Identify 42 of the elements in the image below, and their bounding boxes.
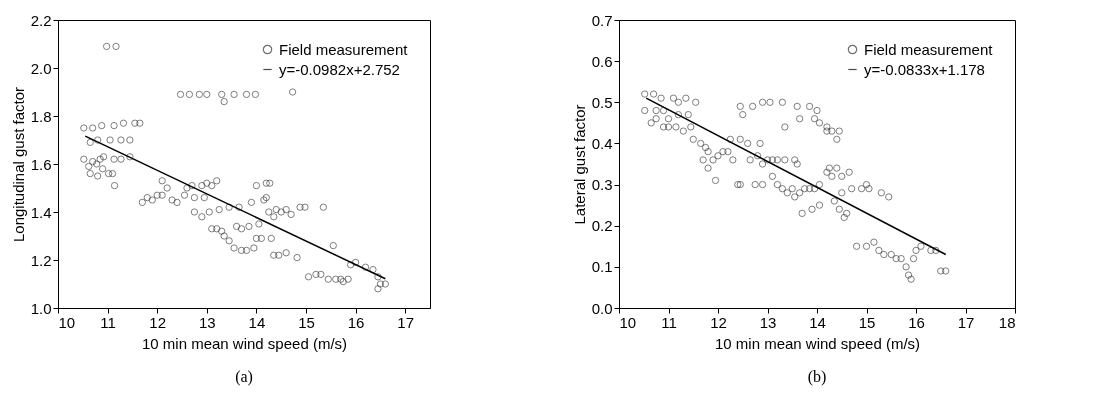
text: (a): [235, 368, 253, 386]
x-tick-label: 18: [998, 313, 1016, 331]
y-tick-label: 0.2: [591, 217, 613, 235]
y-tick-label: 1.0: [30, 299, 52, 317]
legend-label: Field measurement: [864, 40, 994, 58]
y-tick-label: 0.0: [591, 299, 613, 317]
x-tick-label: 15: [298, 313, 315, 331]
y-tick-label: 1.6: [30, 155, 52, 173]
y-tick-label: 0.5: [591, 93, 613, 111]
y-tick-label: 0.1: [591, 258, 613, 276]
y-tick-label: 0.6: [591, 52, 613, 70]
x-tick-label: 14: [248, 313, 266, 331]
x-tick-label: 12: [149, 313, 167, 331]
y-tick-label: 0.7: [591, 11, 613, 29]
x-tick-label: 17: [957, 313, 975, 331]
x-tick-label: 15: [858, 313, 876, 331]
y-tick-label: 1.4: [30, 203, 52, 221]
text: (b): [807, 368, 827, 386]
y-tick-label: 2.0: [30, 59, 52, 77]
x-tick-label: 11: [661, 313, 677, 331]
x-tick-label: 14: [809, 313, 826, 331]
x-tick-label: 17: [397, 313, 415, 331]
x-tick-label: 10: [58, 313, 76, 331]
y-tick-label: 0.3: [591, 176, 613, 194]
x-axis-title: 10 min mean wind speed (m/s): [141, 334, 348, 352]
x-tick-label: 13: [759, 313, 777, 331]
x-tick-label: 13: [198, 313, 216, 331]
y-axis-title: Lateral gust factor: [570, 104, 588, 225]
legend-label: y=-0.0833x+1.178: [864, 60, 985, 78]
x-tick-label: 11: [100, 313, 116, 331]
legend-label: Field measurement: [279, 40, 409, 58]
x-tick-label: 12: [710, 313, 727, 331]
y-axis-title: Longitudinal gust factor: [9, 86, 27, 243]
y-tick-label: 1.2: [30, 251, 52, 269]
x-tick-label: 16: [908, 313, 925, 331]
x-tick-label: 10: [619, 313, 637, 331]
y-tick-label: 0.4: [591, 134, 613, 152]
x-axis-title: 10 min mean wind speed (m/s): [714, 334, 921, 352]
y-tick-label: 2.2: [30, 11, 52, 29]
x-tick-label: 16: [347, 313, 365, 331]
legend-label: y=-0.0982x+2.752: [279, 60, 400, 78]
y-tick-label: 1.8: [30, 107, 52, 125]
